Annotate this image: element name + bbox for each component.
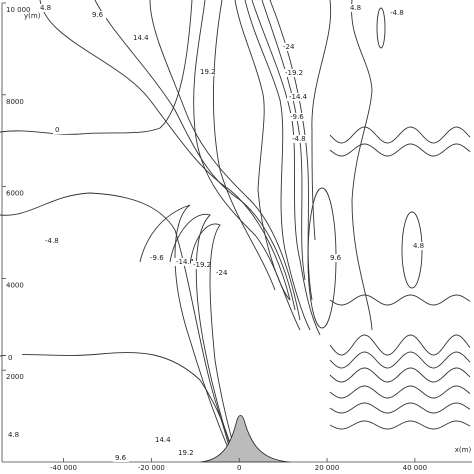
label-bg [53,126,69,134]
y-axis-label: y(m) [24,12,41,20]
contour-line [149,0,301,321]
contour-line [244,0,311,331]
contour-label: 19.2 [178,449,194,457]
label-bg [131,34,147,42]
contour-label: 9.6 [115,454,127,462]
contour-label: 4.8 [350,4,361,12]
label-bg [411,242,427,250]
contour-line [329,385,471,399]
contour-line [376,7,386,49]
contour-line [329,402,471,414]
contour-label: 9.6 [330,254,342,262]
label-bg [328,254,344,262]
contour-label: 0 [55,126,59,134]
label-bg [290,135,306,143]
contour-label: -9.6 [150,254,164,262]
label-bg [388,9,404,17]
terrain [199,415,291,463]
label-bg [43,237,59,245]
contour-lines [0,0,471,463]
label-bg [283,69,299,77]
contour-line [169,213,237,463]
contour-line [139,204,235,463]
contour-label: 14.4 [155,436,171,444]
contour-label: -24 [283,43,295,51]
contour-line [329,143,471,157]
label-bg [287,93,303,101]
x-tick-label: -40 000 [50,464,77,472]
contour-line [329,294,471,306]
contour-line [329,334,471,356]
label-bg [214,269,230,277]
contour-label: -19.2 [193,261,211,269]
contour-label: -19.2 [285,69,303,77]
contour-line [329,367,471,383]
contour-line [0,352,236,463]
label-bg [6,431,22,439]
label-bg [348,4,364,12]
label-bg [281,43,297,51]
contour-line [329,126,471,144]
contour-label: -14.4 [289,93,308,101]
contour-line [39,0,291,301]
y-tick-label: 10 000 [6,6,31,14]
label-bg [6,354,22,362]
contour-label: -24 [216,269,228,277]
contour-label: -9.6 [290,113,304,121]
contour-label: -4.8 [45,237,59,245]
contour-line [94,0,296,311]
label-bg [191,261,207,269]
contour-line [234,0,291,301]
contour-line [311,0,332,241]
contour-label: -4.8 [390,9,404,17]
label-bg [90,11,106,19]
contour-label: 9.6 [92,11,104,19]
label-bg [176,449,192,457]
x-axis-label: x(m) [455,446,472,454]
contour-line [329,420,471,430]
label-bg [148,254,164,262]
contour-label: 0 [8,354,12,362]
contour-label: -14.4 [176,258,195,266]
contour-label: 4.8 [413,242,424,250]
contour-line [189,223,239,463]
contour-line [251,0,321,336]
contour-label: -4.8 [292,135,306,143]
label-bg [288,113,304,121]
y-tick-label: 2000 [6,373,24,381]
y-tick-label: 8000 [6,98,24,106]
label-bg [153,436,169,444]
contour-label: 19.2 [200,68,216,76]
contour-line [0,0,193,135]
y-tick-label: 4000 [6,281,24,289]
contour-line [351,0,373,331]
contour-line [212,0,276,291]
label-bg [198,68,214,76]
contour-line [0,192,234,463]
label-bg [113,454,129,462]
x-tick-label: -20 000 [138,464,165,472]
contour-label: 4.8 [40,4,51,12]
contour-label: 14.4 [133,34,149,42]
x-tick-label: 40 000 [403,464,428,472]
y-tick-label: 6000 [6,190,24,198]
label-bg [174,258,190,266]
contour-label: 4.8 [8,431,19,439]
x-tick-label: 20 000 [315,464,340,472]
x-tick-label: 0 [237,464,241,472]
contour-line [329,351,471,369]
label-bg [38,4,54,12]
